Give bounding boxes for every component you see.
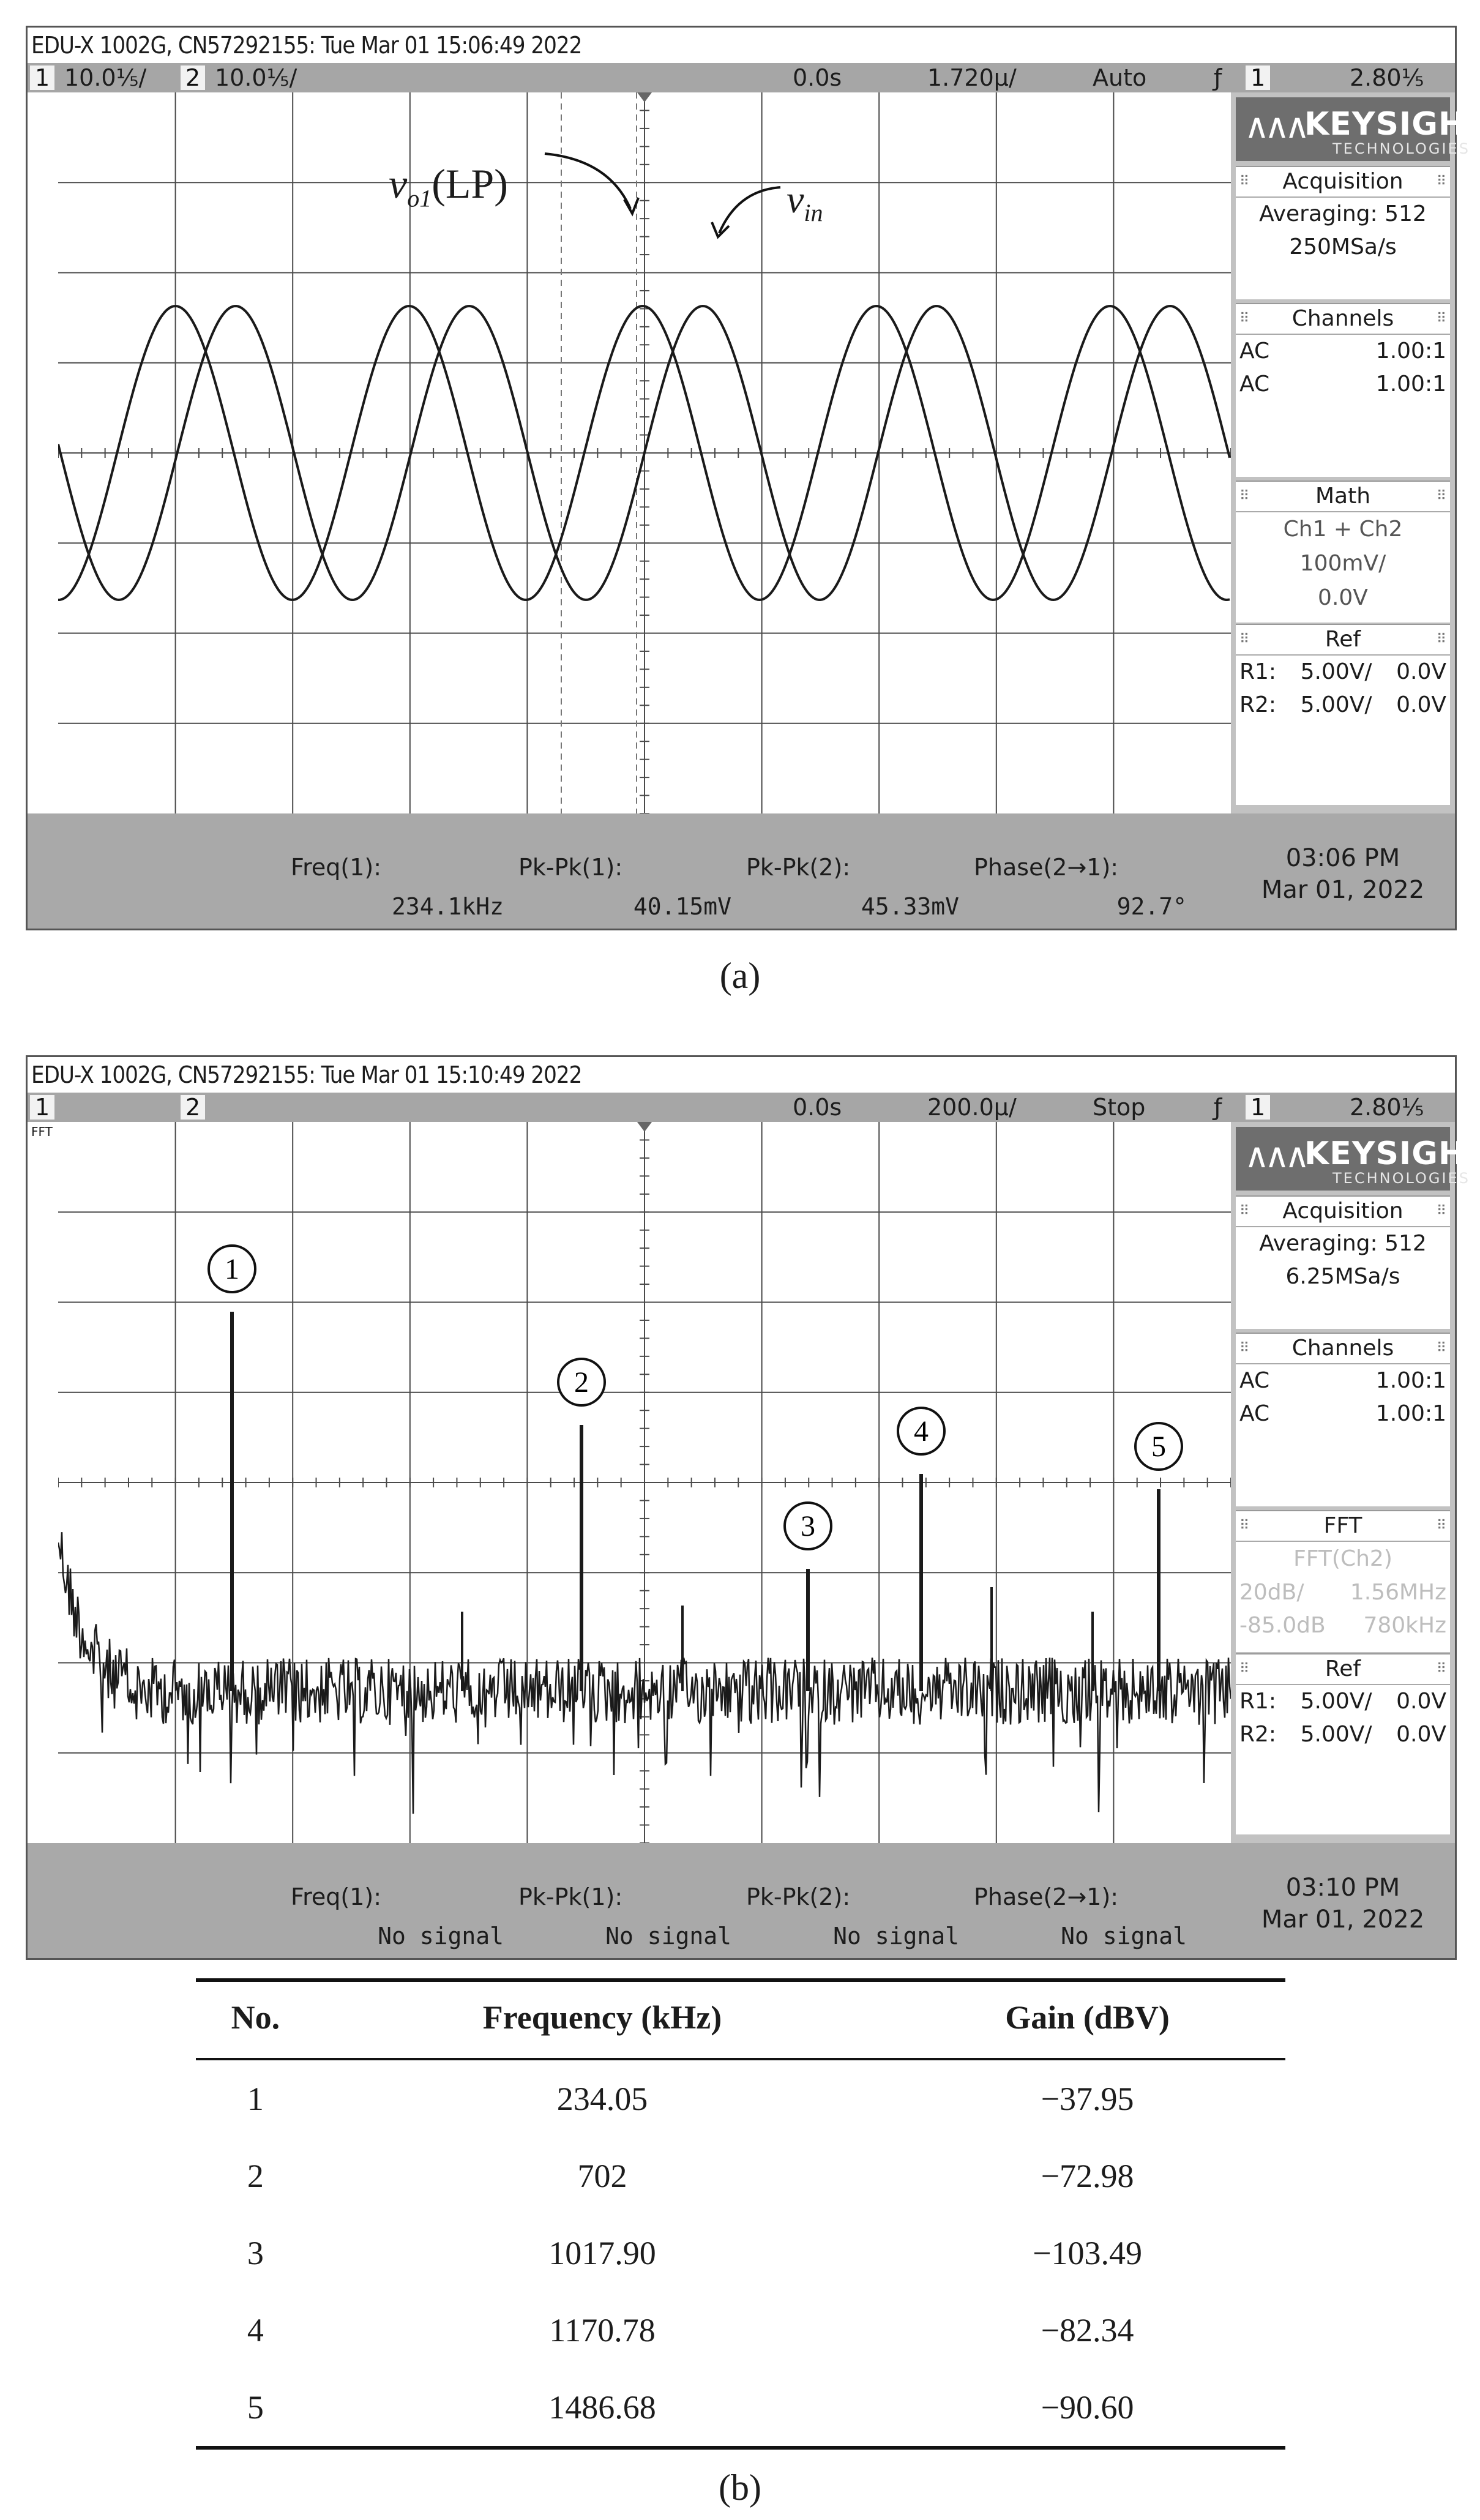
timebase: 200.0µ/ <box>927 1094 1017 1121</box>
trigger-mode: Stop <box>1093 1094 1146 1121</box>
vin-arrow <box>718 186 781 234</box>
ref-panel[interactable]: Ref R1:5.00V/0.0V R2:5.00V/0.0V <box>1236 624 1450 805</box>
trigger-level: 2.80⅕ <box>1350 1094 1424 1121</box>
math-panel[interactable]: Math Ch1 + Ch2 100mV/ 0.0V <box>1236 480 1450 623</box>
channel-row: AC 1.00:1 <box>1239 372 1446 397</box>
vo1-waveform <box>58 304 1230 602</box>
ch2-scale: 10.0⅕/ <box>215 64 297 91</box>
table-row: 4 1170.78 −82.34 <box>247 2312 1134 2349</box>
channels-panel[interactable]: Channels AC1.00:1 AC1.00:1 <box>1236 303 1450 477</box>
peak-label-5: 5 <box>1151 1430 1166 1463</box>
peak-label-1: 1 <box>225 1253 239 1285</box>
table-row: 3 1017.90 −103.49 <box>247 2235 1143 2271</box>
scope-b-title: EDU-X 1002G, CN57292155: Tue Mar 01 15:1… <box>28 1057 1455 1093</box>
waveform-svg-a <box>58 92 1231 813</box>
clock-a: 03:06 PM Mar 01, 2022 <box>1261 844 1425 904</box>
caption-a: (a) <box>719 955 761 996</box>
trigger-mode: Auto <box>1093 64 1147 91</box>
fft-svg-b: 1 2 3 4 5 <box>58 1122 1231 1843</box>
fft-display-b: 1 2 3 4 5 FFT <box>31 1122 1233 1843</box>
channel-row: AC 1.00:1 <box>1239 1368 1446 1393</box>
table-row: 2 702 −72.98 <box>247 2158 1134 2194</box>
measurement-bar-b: Freq(1): No signal Pk-Pk(1): No signal Pk-… <box>28 1843 1455 1958</box>
fft-row: 20dB/1.56MHz <box>1239 1580 1446 1605</box>
measurement-freq[interactable]: Freq(1): No signal <box>291 1883 504 1950</box>
col-header-gain: Gain (dBV) <box>889 1977 1285 2060</box>
table-row: 1 234.05 −37.95 <box>247 2081 1134 2117</box>
peak-label-3: 3 <box>801 1510 815 1542</box>
channel-row: AC 1.00:1 <box>1239 338 1446 364</box>
acquisition-panel[interactable]: Acquisition Averaging: 512 6.25MSa/s <box>1236 1195 1450 1329</box>
trigger-level: 2.80⅕ <box>1350 64 1424 91</box>
keysight-wave-icon: ∧∧∧ <box>1244 107 1310 146</box>
acquisition-panel[interactable]: Acquisition Averaging: 512 250MSa/s <box>1236 166 1450 299</box>
scope-screenshot-b: EDU-X 1002G, CN57292155: Tue Mar 01 15:1… <box>26 1055 1480 1960</box>
peak-marker-4 <box>897 1407 946 1456</box>
measurement-phase[interactable]: Phase(2→1): No signal <box>974 1883 1187 1950</box>
vin-label: vin <box>787 178 823 226</box>
vo1-label: vo1(LP) <box>389 160 508 212</box>
ref-row: R1: 5.00V/0.0V <box>1239 1689 1446 1714</box>
vin-waveform <box>58 304 1231 602</box>
peak-label-4: 4 <box>914 1415 929 1448</box>
caption-b: (b) <box>719 2467 761 2508</box>
scope-a-title: EDU-X 1002G, CN57292155: Tue Mar 01 15:0… <box>28 28 1455 63</box>
vo1-arrowhead <box>623 197 640 217</box>
ref-panel[interactable]: Ref R1:5.00V/0.0V R2:5.00V/0.0V <box>1236 1653 1450 1834</box>
ref-row: R1: 5.00V/0.0V <box>1239 659 1446 684</box>
col-header-no: No. <box>196 1977 315 2060</box>
fft-noise-floor <box>58 1532 1231 1814</box>
timebase: 1.720µ/ <box>927 64 1017 91</box>
trigger-edge-icon: ƒ <box>1214 64 1222 91</box>
measurement-pkpk1[interactable]: Pk-Pk(1): No signal <box>518 1883 731 1950</box>
time-offset: 0.0s <box>793 64 842 91</box>
table-header-row: No. Frequency (kHz) Gain (dBV) <box>196 1977 1285 2060</box>
keysight-logo: ∧∧∧ KEYSIGHT TECHNOLOGIES <box>1236 1127 1480 1191</box>
side-panel-b: ∧∧∧ KEYSIGHT TECHNOLOGIES Acquisition Av… <box>1231 1122 1480 1843</box>
col-header-frequency: Frequency (kHz) <box>315 1977 890 2060</box>
ref-row: R2: 5.00V/0.0V <box>1239 1722 1446 1747</box>
fft-marker: FFT <box>31 1124 53 1139</box>
trigger-edge-icon: ƒ <box>1214 1094 1222 1121</box>
peak-label-2: 2 <box>574 1366 589 1399</box>
side-panel-a: ∧∧∧ KEYSIGHT TECHNOLOGIES Acquisition Av… <box>1231 92 1480 813</box>
ref-row: R2: 5.00V/0.0V <box>1239 692 1446 717</box>
trigger-position-marker <box>637 1122 652 1132</box>
scope-screenshot-a: EDU-X 1002G, CN57292155: Tue Mar 01 15:0… <box>26 26 1480 930</box>
scope-b-status-bar: 1 2 0.0s 200.0µ/ Stop ƒ 1 2.80⅕ <box>28 1093 1455 1122</box>
scope-a-status-bar: 1 10.0⅕/ 2 10.0⅕/ 0.0s 1.720µ/ Auto ƒ 1 … <box>28 63 1455 92</box>
ch1-scale: 10.0⅕/ <box>64 64 147 91</box>
peak-marker-2 <box>557 1358 606 1407</box>
vin-arrowhead <box>711 222 730 239</box>
measurement-pkpk2[interactable]: Pk-Pk(2): 45.33mV <box>746 854 959 920</box>
measurement-phase[interactable]: Phase(2→1): 92.7° <box>974 854 1187 920</box>
table-row: 5 1486.68 −90.60 <box>196 2369 1285 2450</box>
measurement-freq[interactable]: Freq(1): 234.1kHz <box>291 854 504 920</box>
trigger-position-marker <box>637 92 652 102</box>
keysight-logo: ∧∧∧ KEYSIGHT TECHNOLOGIES <box>1236 97 1480 161</box>
keysight-wave-icon: ∧∧∧ <box>1244 1136 1310 1176</box>
channel-row: AC 1.00:1 <box>1239 1401 1446 1426</box>
waveform-display-a: vo1(LP) vin <box>58 92 1233 813</box>
channels-panel[interactable]: Channels AC1.00:1 AC1.00:1 <box>1236 1333 1450 1506</box>
measurement-pkpk1[interactable]: Pk-Pk(1): 40.15mV <box>518 854 731 920</box>
time-offset: 0.0s <box>793 1094 842 1121</box>
peak-marker-5 <box>1134 1422 1183 1471</box>
vo1-arrow <box>544 152 632 209</box>
fft-row: -85.0dB 780kHz <box>1239 1613 1446 1638</box>
clock-b: 03:10 PM Mar 01, 2022 <box>1261 1874 1425 1934</box>
harmonics-table: No. Frequency (kHz) Gain (dBV) 1 234.05 −3… <box>196 1977 1285 2450</box>
measurement-bar-a: Freq(1): 234.1kHz Pk-Pk(1): 40.15mV Pk-Pk(… <box>28 813 1455 929</box>
peak-marker-1 <box>207 1244 256 1293</box>
measurement-pkpk2[interactable]: Pk-Pk(2): No signal <box>746 1883 959 1950</box>
peak-marker-3 <box>783 1501 832 1550</box>
